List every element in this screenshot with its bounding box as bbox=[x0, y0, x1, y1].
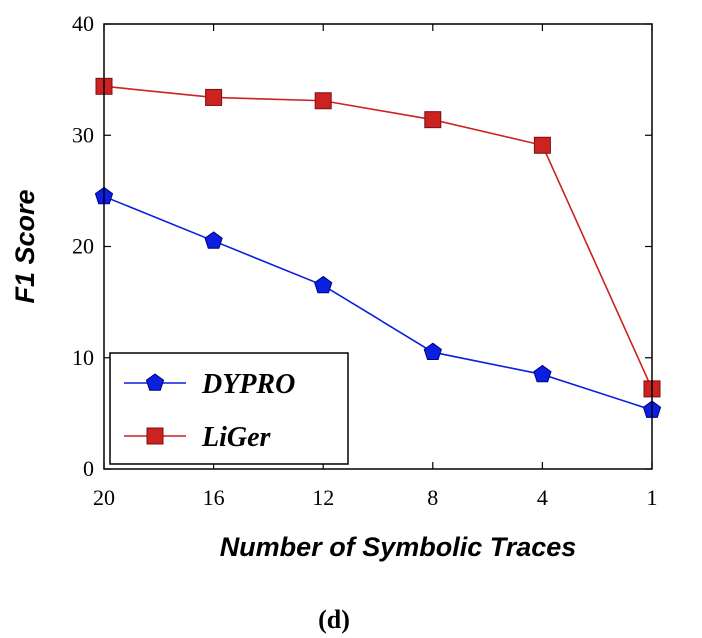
data-point-dypro bbox=[204, 231, 223, 249]
data-point-liger bbox=[424, 111, 442, 129]
series-line-dypro bbox=[103, 195, 653, 411]
legend-item-liger: LiGer bbox=[124, 422, 272, 453]
figure-caption: (d) bbox=[318, 605, 350, 634]
y-axis-title: F1 Score bbox=[10, 189, 40, 303]
x-tick-label: 12 bbox=[312, 485, 334, 510]
x-tick-label: 1 bbox=[647, 485, 658, 510]
data-point-dypro bbox=[533, 364, 552, 383]
legend-label: DYPRO bbox=[201, 369, 295, 400]
y-tick-label: 20 bbox=[72, 234, 94, 259]
y-tick-label: 10 bbox=[72, 345, 94, 370]
x-axis-title: Number of Symbolic Traces bbox=[220, 532, 577, 562]
legend-marker bbox=[146, 427, 164, 445]
data-point-liger bbox=[533, 136, 551, 154]
x-tick-label: 16 bbox=[203, 485, 225, 510]
data-point-liger bbox=[314, 92, 332, 110]
plot-frame bbox=[103, 23, 653, 470]
legend-marker bbox=[145, 373, 165, 391]
y-tick-labels: 0 10 20 30 40 bbox=[72, 11, 94, 481]
legend-item-dypro: DYPRO bbox=[124, 369, 295, 400]
x-tick-label: 8 bbox=[427, 485, 438, 510]
y-tick-label: 30 bbox=[72, 122, 94, 147]
series-line-liger bbox=[103, 85, 653, 390]
y-tick-label: 0 bbox=[83, 456, 94, 481]
legend: DYPRO LiGer bbox=[109, 352, 349, 465]
x-tick-labels: 20 16 12 8 4 1 bbox=[93, 485, 658, 510]
series-layer bbox=[94, 77, 662, 418]
data-point-liger bbox=[205, 88, 223, 106]
y-tick-label: 40 bbox=[72, 11, 94, 36]
x-tick-label: 20 bbox=[93, 485, 115, 510]
legend-label: LiGer bbox=[201, 422, 272, 453]
legend-box bbox=[109, 352, 349, 465]
x-tick-label: 4 bbox=[537, 485, 548, 510]
data-point-dypro bbox=[423, 342, 442, 360]
series-liger bbox=[95, 77, 661, 398]
data-point-dypro bbox=[314, 275, 333, 294]
